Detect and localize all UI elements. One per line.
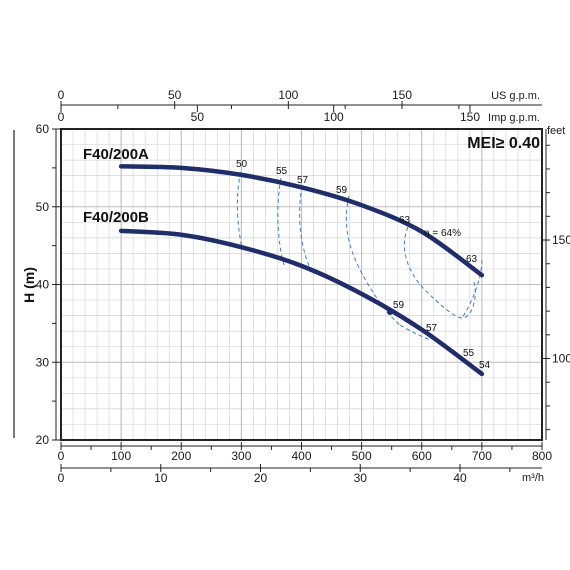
efficiency-iso-line [399,324,432,341]
y-tick-label: 60 [36,122,50,136]
x-tick-label: 300 [231,449,251,463]
series-label-a: F40/200A [83,146,149,163]
y-axis-label: H (m) [21,267,37,303]
feet-unit: feet [547,125,565,137]
efficiency-label: 55 [276,166,288,177]
x-tick-label: 200 [171,449,191,463]
mei-label: MEI≥ 0.40 [467,135,540,152]
m3h-tick-label: 20 [254,471,268,485]
bep-marker [387,309,393,315]
m3h-tick-label: 10 [154,471,168,485]
us-tick-label: 0 [58,88,65,102]
y-tick-label: 20 [36,433,50,447]
m3h-tick-label: 40 [453,471,467,485]
efficiency-label: 63 [466,254,478,265]
m3h-tick-label: 30 [354,471,368,485]
efficiency-label: 55 [463,348,475,359]
us-tick-label: 100 [278,88,298,102]
imp-unit: Imp g.p.m. [488,112,540,124]
efficiency-label: 57 [426,323,438,334]
imp-tick-label: 100 [324,110,344,124]
imp-tick-label: 0 [58,110,65,124]
x-tick-label: 700 [472,449,492,463]
y-tick-label: 50 [36,200,50,214]
efficiency-label: 63 [399,215,411,226]
x-tick-label: 800 [532,449,552,463]
feet-tick-label: 100 [552,352,570,366]
efficiency-peak-label: η = 64% [424,228,461,239]
efficiency-label: 59 [336,185,348,196]
y-tick-label: 30 [36,355,50,369]
efficiency-label: 59 [393,300,405,311]
us-tick-label: 150 [392,88,412,102]
plot-frame [60,128,543,441]
us-unit: US g.p.m. [491,90,540,102]
x-tick-label: 600 [412,449,432,463]
imp-tick-label: 50 [191,110,205,124]
imp-tick-label: 150 [460,110,480,124]
efficiency-iso-line [461,259,483,319]
efficiency-iso-line [403,226,476,319]
feet-tick-label: 150 [552,233,570,247]
efficiency-label: 57 [297,175,309,186]
efficiency-label: 54 [479,360,491,371]
series-label-b: F40/200B [83,209,149,226]
efficiency-iso-line [299,185,311,269]
series-line [118,228,485,377]
m3h-unit: m³/h [522,472,544,484]
x-tick-label: 400 [291,449,311,463]
x-tick-label: 100 [111,449,131,463]
x-tick-label: 500 [352,449,372,463]
efficiency-iso-line [345,195,401,326]
efficiency-label: 50 [236,159,248,170]
m3h-tick-label: 0 [58,471,65,485]
x-tick-label: 0 [58,449,65,463]
y-tick-label: 40 [36,278,50,292]
us-tick-label: 50 [168,88,182,102]
series-line [118,164,485,278]
